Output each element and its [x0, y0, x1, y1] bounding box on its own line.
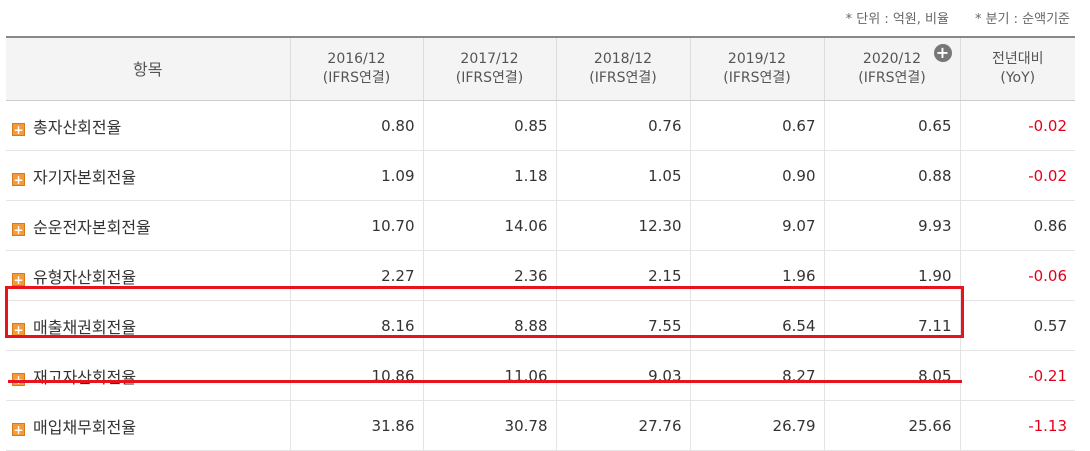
value-cell: 9.93 [823, 200, 960, 251]
yoy-label: 전년대비 [991, 51, 1044, 67]
period-header: 2016/12 (IFRS연결) [289, 36, 423, 101]
row-label[interactable]: 순운전자본회전율 [33, 217, 151, 237]
period-header: 2019/12 (IFRS연결) [689, 36, 824, 101]
data-row: + 매출채권회전율 8.16 8.88 7.55 6.54 7.11 0.57 [6, 300, 1075, 351]
basis: (IFRS연결) [322, 70, 391, 86]
yoy-cell: 0.57 [959, 300, 1075, 351]
value-cell: 9.03 [555, 350, 690, 401]
period-header: 2018/12 (IFRS연결) [555, 36, 690, 101]
value-cell: 8.27 [689, 350, 824, 401]
yoy-cell: -1.13 [959, 400, 1075, 451]
table-body: + 총자산회전율 0.80 0.85 0.76 0.67 0.65 -0.02 + 자기자본회전율… [6, 100, 1075, 451]
period: 2017/12 [460, 51, 519, 67]
header-row: 항목 2016/12 (IFRS연결) 2017/12 (IFRS연결) 2018/12 (… [6, 36, 1075, 101]
row-label[interactable]: 매출채권회전율 [33, 317, 137, 337]
value-cell: 1.18 [422, 150, 556, 201]
quarter-note: * 분기 : 순액기준 [974, 12, 1070, 27]
value-cell: 0.88 [823, 150, 960, 201]
data-row: + 자기자본회전율 1.09 1.18 1.05 0.90 0.88 -0.02 [6, 150, 1075, 201]
value-cell: 0.67 [689, 100, 824, 151]
expand-icon[interactable]: + [12, 422, 25, 437]
row-label-cell: + 매출채권회전율 [6, 300, 290, 351]
value-cell: 27.76 [555, 400, 690, 451]
basis: (IFRS연결) [723, 70, 791, 86]
basis: (IFRS연결) [455, 70, 524, 86]
data-row: + 순운전자본회전율 10.70 14.06 12.30 9.07 9.93 0.86 [6, 200, 1075, 251]
page: * 단위 : 억원, 비율 * 분기 : 순액기준 항목 2016/12 (IFRS연… [5, 8, 1075, 451]
value-cell: 8.16 [289, 300, 423, 351]
yoy-cell: 0.86 [959, 200, 1075, 251]
row-label[interactable]: 재고자산회전율 [33, 367, 137, 387]
yoy-header: 전년대비 (YoY) [959, 36, 1075, 101]
value-cell: 10.86 [289, 350, 423, 401]
period: 2018/12 [593, 51, 653, 67]
yoy-cell: -0.21 [959, 350, 1075, 401]
row-label-cell: + 총자산회전율 [6, 100, 290, 151]
period: 2016/12 [327, 51, 386, 67]
row-label-cell: + 순운전자본회전율 [6, 200, 290, 251]
basis: (IFRS연결) [858, 70, 926, 86]
period: 2020/12 [862, 51, 922, 67]
value-cell: 1.90 [823, 250, 960, 301]
data-row: + 유형자산회전율 2.27 2.36 2.15 1.96 1.90 -0.06 [6, 250, 1075, 301]
basis: (IFRS연결) [589, 70, 657, 86]
value-cell: 7.55 [555, 300, 690, 351]
row-label-cell: + 유형자산회전율 [6, 250, 290, 301]
value-cell: 31.86 [289, 400, 423, 451]
highlight-underline [8, 380, 962, 383]
row-label-cell: + 자기자본회전율 [6, 150, 290, 201]
value-cell: 26.79 [689, 400, 824, 451]
data-row: + 매입채무회전율 31.86 30.78 27.76 26.79 25.66 -1.13 [6, 400, 1075, 451]
row-label[interactable]: 매입채무회전율 [33, 417, 137, 437]
value-cell: 2.27 [289, 250, 423, 301]
value-cell: 1.96 [689, 250, 824, 301]
period-header: 2020/12 (IFRS연결) + [823, 36, 960, 101]
value-cell: 8.88 [422, 300, 556, 351]
ratio-table: 항목 2016/12 (IFRS연결) 2017/12 (IFRS연결) 2018/12 (… [6, 36, 1075, 451]
yoy-sub: (YoY) [1000, 70, 1036, 86]
item-header: 항목 [6, 36, 290, 101]
value-cell: 0.85 [422, 100, 556, 151]
period: 2019/12 [727, 51, 787, 67]
yoy-cell: -0.06 [959, 250, 1075, 301]
unit-note: * 단위 : 억원, 비율 [845, 12, 949, 27]
value-cell: 30.78 [422, 400, 556, 451]
value-cell: 25.66 [823, 400, 960, 451]
row-label-cell: + 매입채무회전율 [6, 400, 290, 451]
expand-icon[interactable]: + [12, 222, 25, 237]
value-cell: 10.70 [289, 200, 423, 251]
yoy-cell: -0.02 [959, 150, 1075, 201]
value-cell: 2.15 [555, 250, 690, 301]
period-header: 2017/12 (IFRS연결) [422, 36, 556, 101]
value-cell: 7.11 [823, 300, 960, 351]
highlight-box [5, 286, 964, 338]
value-cell: 1.05 [555, 150, 690, 201]
note: * 단위 : 억원, 비율 * 분기 : 순액기준 [820, 8, 1070, 27]
expand-button[interactable]: + [933, 44, 952, 62]
row-label[interactable]: 유형자산회전율 [33, 267, 137, 287]
value-cell: 0.76 [555, 100, 690, 151]
yoy-cell: -0.02 [959, 100, 1075, 151]
value-cell: 12.30 [555, 200, 690, 251]
row-label-cell: + 재고자산회전율 [6, 350, 290, 401]
expand-icon[interactable]: + [12, 172, 25, 187]
data-row: + 총자산회전율 0.80 0.85 0.76 0.67 0.65 -0.02 [6, 100, 1075, 151]
expand-icon[interactable]: + [12, 372, 25, 386]
value-cell: 8.05 [823, 350, 960, 401]
value-cell: 1.09 [289, 150, 423, 201]
value-cell: 0.90 [689, 150, 824, 201]
value-cell: 11.06 [422, 350, 556, 401]
value-cell: 0.80 [289, 100, 423, 151]
value-cell: 6.54 [689, 300, 824, 351]
value-cell: 9.07 [689, 200, 824, 251]
value-cell: 2.36 [422, 250, 556, 301]
row-label[interactable]: 총자산회전율 [33, 117, 122, 137]
expand-icon[interactable]: + [12, 122, 25, 137]
expand-icon[interactable]: + [12, 272, 25, 287]
value-cell: 14.06 [422, 200, 556, 251]
value-cell: 0.65 [823, 100, 960, 151]
row-label[interactable]: 자기자본회전율 [33, 167, 137, 187]
